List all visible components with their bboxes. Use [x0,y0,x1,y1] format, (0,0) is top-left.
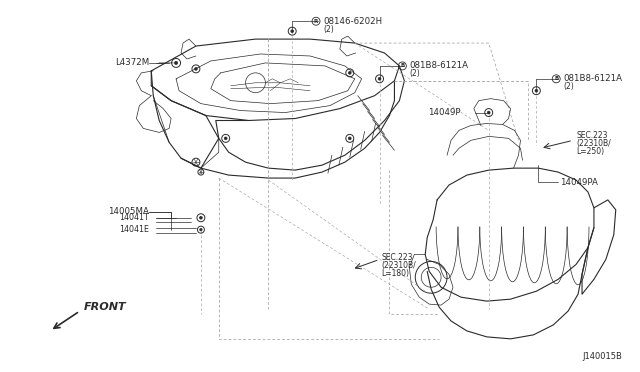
Text: FRONT: FRONT [84,302,127,312]
Text: L=250): L=250) [576,147,604,156]
Text: (2): (2) [563,82,574,91]
Text: R: R [314,19,318,24]
Text: 081B8-6121A: 081B8-6121A [563,74,622,83]
Circle shape [348,137,351,140]
Text: 14041T: 14041T [120,213,149,222]
Circle shape [224,137,227,140]
Circle shape [378,77,381,80]
Circle shape [348,71,351,74]
Text: B: B [400,63,404,68]
Text: (2): (2) [410,69,420,78]
Circle shape [487,111,490,114]
Text: 14005MA: 14005MA [108,207,149,216]
Text: 081B8-6121A: 081B8-6121A [410,61,468,70]
Text: J140015B: J140015B [583,352,623,361]
Circle shape [175,61,178,64]
Text: 14041E: 14041E [120,225,149,234]
Text: 08146-6202H: 08146-6202H [323,17,382,26]
Circle shape [200,217,202,219]
Text: L4372M: L4372M [115,58,149,67]
Circle shape [291,30,294,33]
Text: SEC.223: SEC.223 [576,131,607,140]
Text: (22310B/: (22310B/ [381,261,416,270]
Text: SEC.223: SEC.223 [381,253,413,262]
Circle shape [200,228,202,231]
Circle shape [535,89,538,92]
Text: (22310B/: (22310B/ [576,139,611,148]
Text: 14049P: 14049P [428,108,461,117]
Circle shape [195,67,197,70]
Text: L=180): L=180) [381,269,410,278]
Text: B: B [554,76,558,81]
Text: (2): (2) [323,25,333,34]
Text: 14049PA: 14049PA [560,177,598,186]
